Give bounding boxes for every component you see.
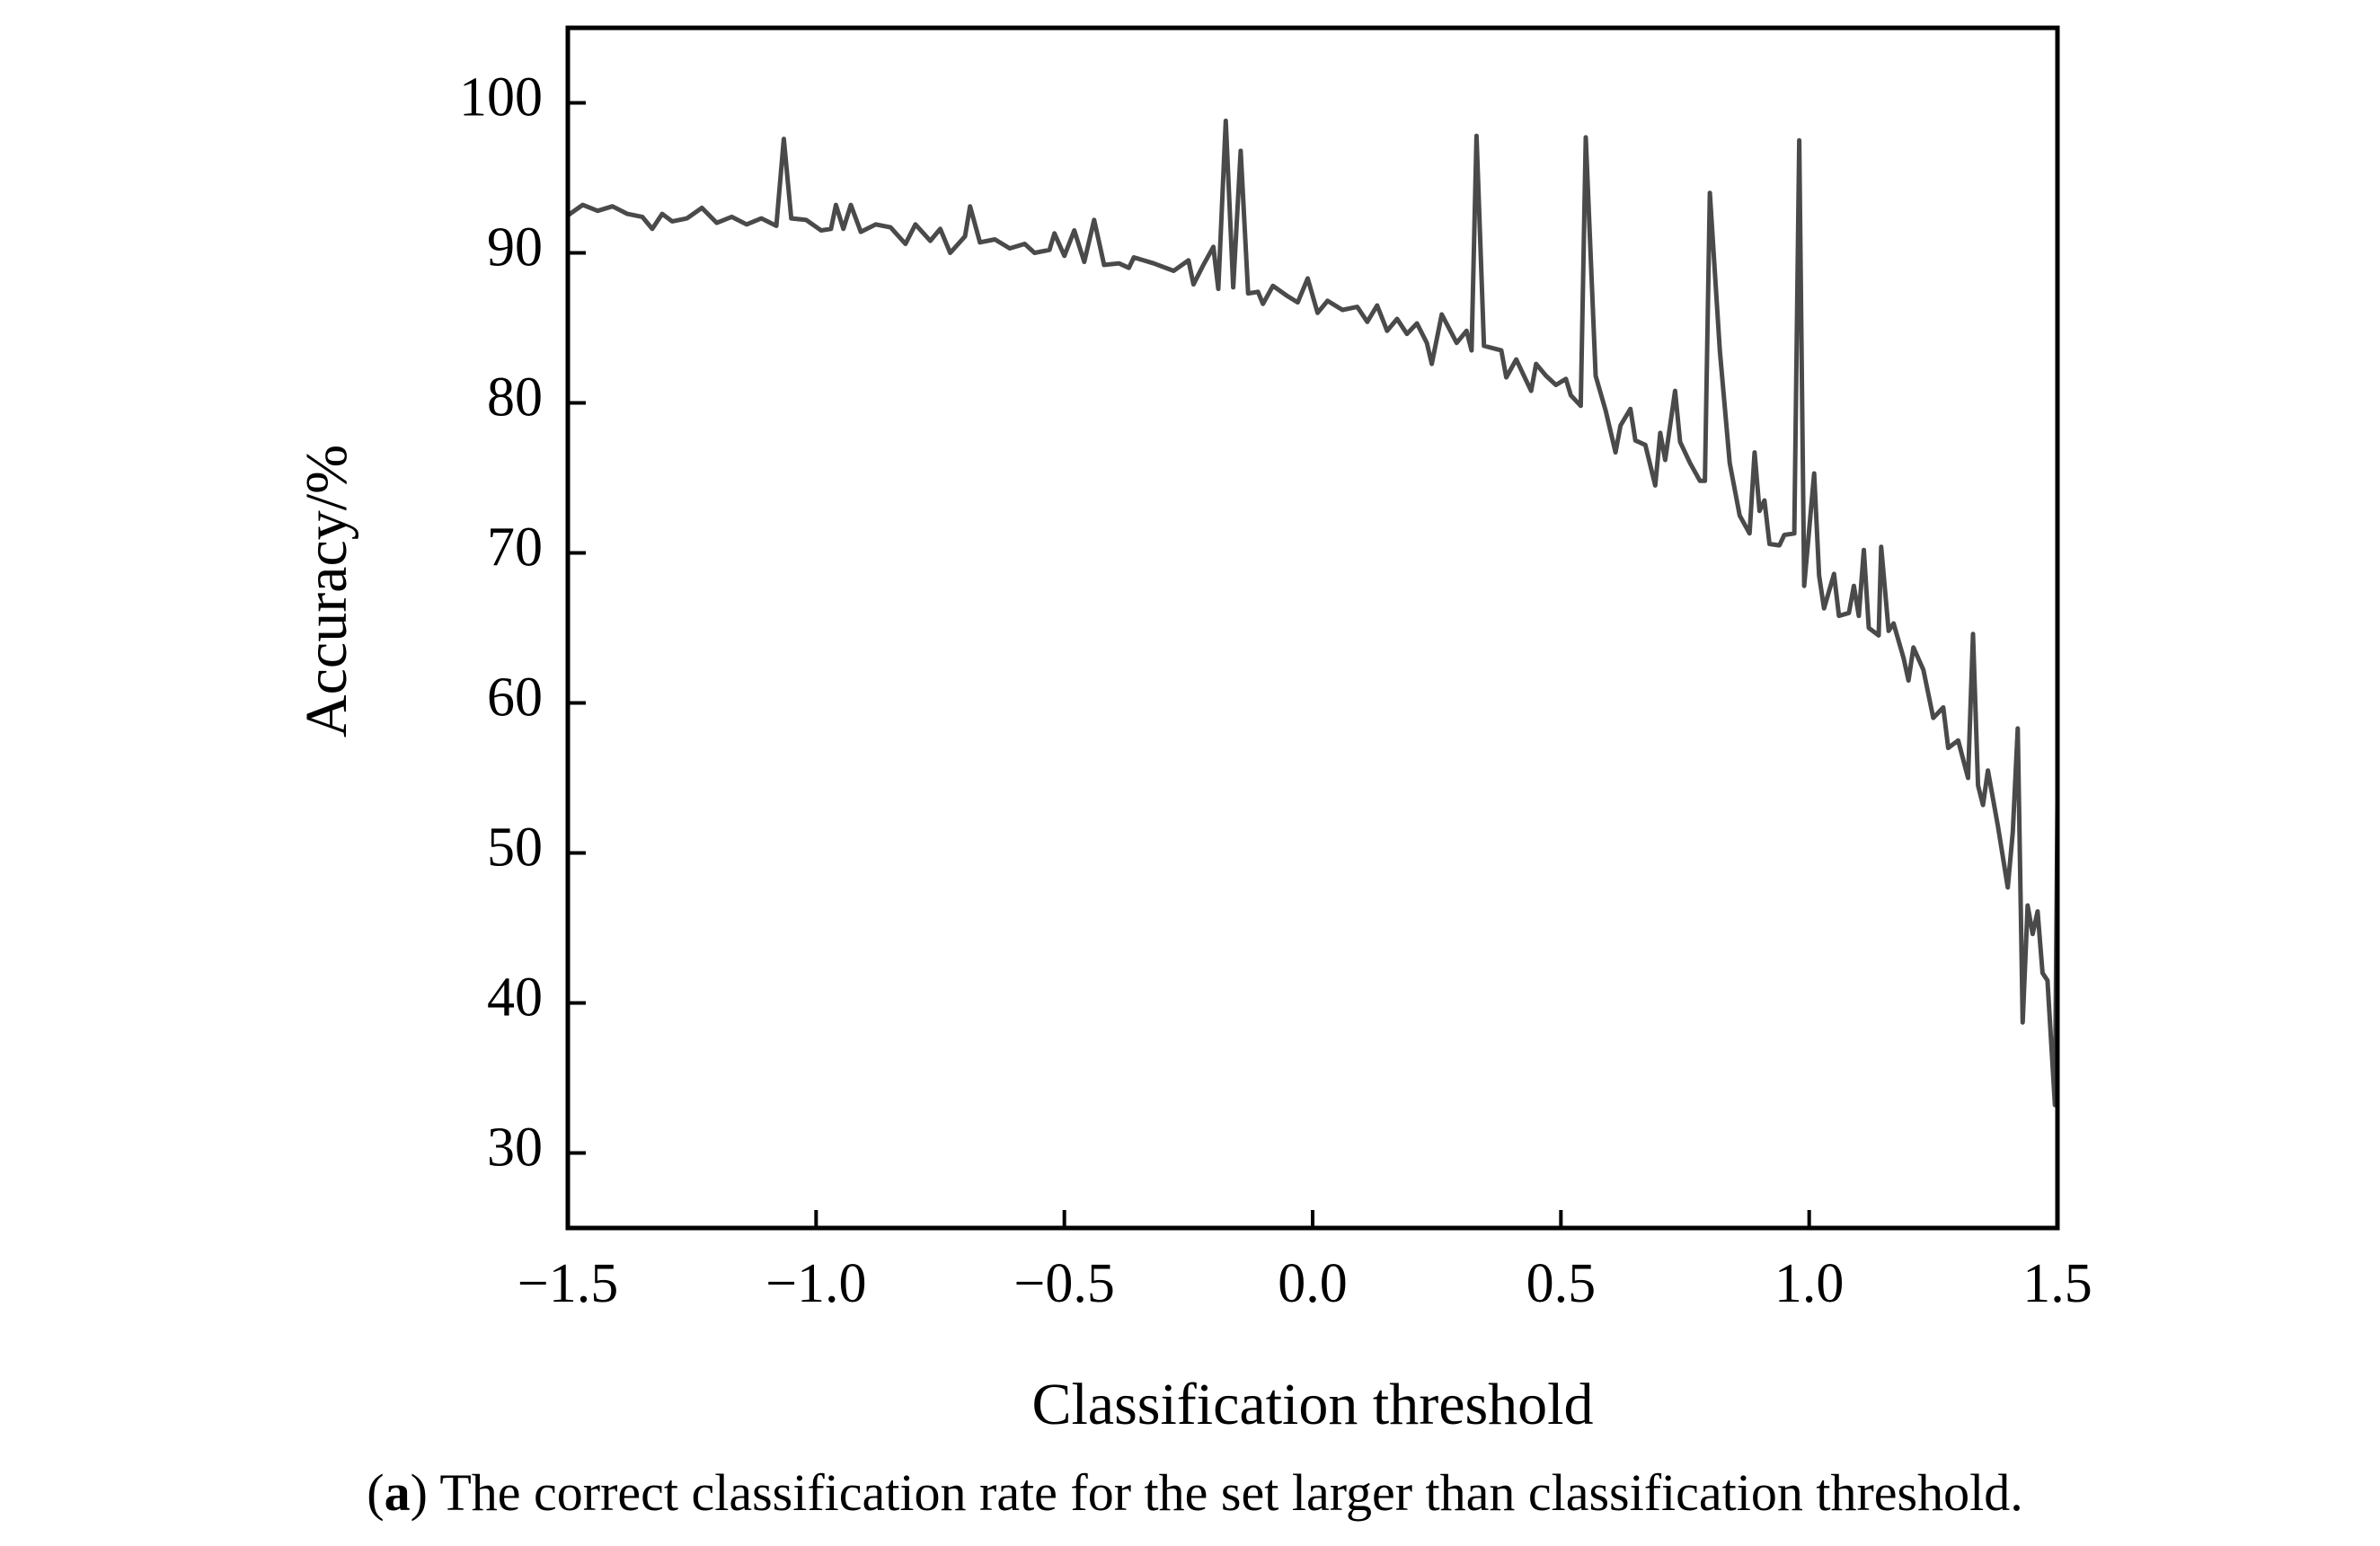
- x-tick-label: 0.5: [1526, 1253, 1597, 1314]
- plot-frame: [565, 25, 2060, 1231]
- x-tick-label: −1.0: [765, 1253, 866, 1314]
- y-tick-label: 50: [487, 817, 543, 879]
- y-axis-title: Accuracy/%: [294, 445, 359, 738]
- y-tick-label: 60: [487, 667, 543, 729]
- caption-label: a: [385, 1463, 411, 1522]
- y-tick-label: 40: [487, 967, 543, 1029]
- x-tick-label: 1.5: [2022, 1253, 2092, 1314]
- y-tick-label: 80: [487, 367, 543, 428]
- y-tick-label: 100: [459, 67, 543, 128]
- x-axis-title: Classification threshold: [1031, 1372, 1593, 1437]
- x-tick-label: −1.5: [518, 1253, 618, 1314]
- data-line: [566, 119, 2060, 1108]
- y-tick-label: 30: [487, 1118, 543, 1179]
- caption-part: (: [367, 1463, 384, 1522]
- x-tick-label: 1.0: [1774, 1253, 1845, 1314]
- x-tick-label: −0.5: [1013, 1253, 1114, 1314]
- x-tick-label: 0.0: [1278, 1253, 1348, 1314]
- y-tick-label: 70: [487, 517, 543, 579]
- caption: (a) The correct classification rate for …: [367, 1463, 2022, 1522]
- y-tick-label: 90: [487, 217, 543, 278]
- caption-text: ) The correct classification rate for th…: [411, 1463, 2023, 1522]
